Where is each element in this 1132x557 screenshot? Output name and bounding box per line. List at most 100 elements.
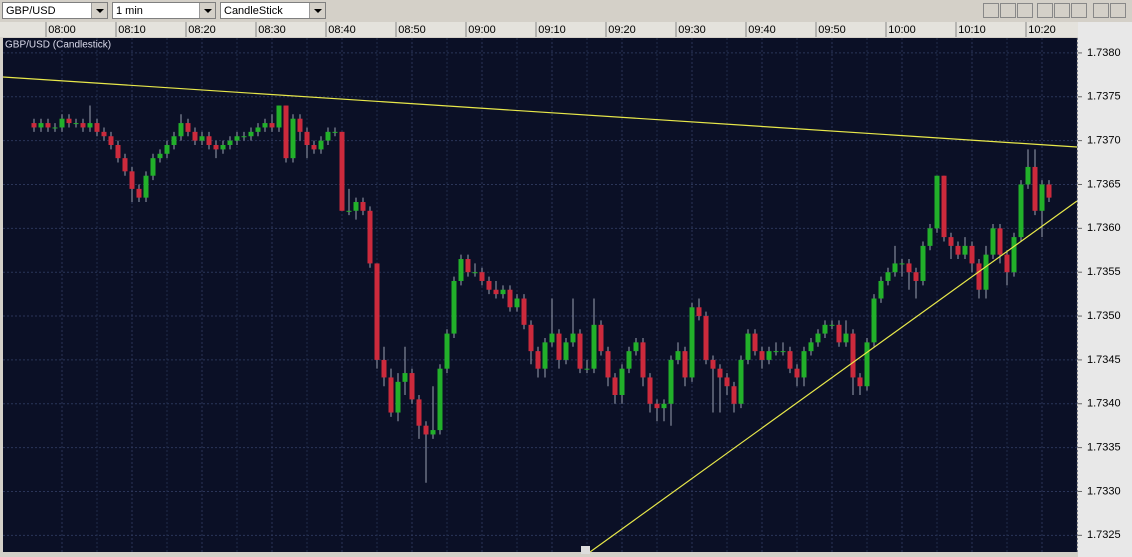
tool-button[interactable] [1054, 3, 1070, 18]
candle-body [815, 333, 821, 343]
candle-body [969, 245, 975, 264]
candle-body [591, 324, 597, 369]
candle-body [199, 136, 205, 141]
candle-body [1018, 184, 1024, 238]
dropdown-arrow[interactable] [199, 3, 215, 18]
interval-select[interactable]: 1 min [112, 2, 216, 19]
candle-body [997, 228, 1003, 255]
candle-body [717, 368, 723, 378]
candle-body [864, 342, 870, 387]
tool-button[interactable] [1037, 3, 1053, 18]
candle-body [612, 377, 618, 395]
y-tick-label: 1.7375 [1087, 91, 1121, 103]
dropdown-arrow[interactable] [309, 3, 325, 18]
candle-body [325, 131, 331, 141]
candle-body [220, 145, 226, 150]
tool-button[interactable] [1110, 3, 1126, 18]
candle-body [801, 351, 807, 378]
candle-body [682, 351, 688, 378]
candle-body [892, 263, 898, 273]
tool-button[interactable] [1071, 3, 1087, 18]
candle-body [584, 368, 590, 370]
tool-button[interactable] [1000, 3, 1016, 18]
trend-line [589, 200, 1077, 552]
candle-body [605, 351, 611, 378]
x-tick-label: 09:30 [678, 24, 706, 36]
candle-body [829, 324, 835, 326]
candle-body [59, 118, 65, 128]
candle-body [304, 131, 310, 146]
style-text: CandleStick [224, 5, 283, 17]
y-tick-label: 1.7365 [1087, 178, 1121, 190]
x-tick-label: 08:40 [328, 24, 356, 36]
candle-body [563, 342, 569, 360]
candle-body [171, 136, 177, 146]
y-tick-label: 1.7330 [1087, 485, 1121, 497]
candle-body [262, 123, 268, 128]
candle-body [1032, 166, 1038, 211]
candle-body [647, 377, 653, 404]
candle-body [500, 289, 506, 295]
candle-body [899, 263, 905, 265]
candle-body [696, 307, 702, 317]
candle-body [122, 158, 128, 172]
y-tick-label: 1.7345 [1087, 354, 1121, 366]
candle-body [542, 342, 548, 369]
tool-button[interactable] [1017, 3, 1033, 18]
candle-body [962, 245, 968, 255]
x-tick-label: 08:20 [188, 24, 216, 36]
candle-body [94, 123, 100, 132]
candle-body [521, 298, 527, 325]
candle-body [38, 123, 44, 128]
dropdown-arrow[interactable] [91, 3, 107, 18]
candle-body [1025, 166, 1031, 185]
candle-body [227, 140, 233, 146]
candle-body [108, 136, 114, 146]
candle-body [1004, 254, 1010, 273]
candle-body [822, 324, 828, 334]
candle-body [472, 272, 478, 274]
candle-body [31, 123, 37, 128]
candle-body [619, 368, 625, 395]
candle-body [640, 342, 646, 378]
candle-body [689, 307, 695, 378]
candle-body [444, 333, 450, 369]
symbol-select[interactable]: GBP/USD [2, 2, 108, 19]
trend-line [3, 76, 1077, 148]
y-tick-label: 1.7335 [1087, 442, 1121, 454]
candle-body [269, 123, 275, 128]
candle-body [780, 351, 786, 353]
style-select[interactable]: CandleStick [220, 2, 326, 19]
candle-body [416, 399, 422, 426]
tool-button[interactable] [1093, 3, 1109, 18]
candle-body [465, 259, 471, 273]
candle-body [206, 136, 212, 146]
candle-body [703, 316, 709, 360]
candle-body [857, 377, 863, 387]
candle-body [773, 351, 779, 353]
candle-body [871, 298, 877, 343]
candle-body [143, 175, 149, 198]
tool-button[interactable] [983, 3, 999, 18]
candle-body [339, 131, 345, 211]
candle-body [633, 342, 639, 352]
candle-body [738, 359, 744, 404]
candle-body [423, 425, 429, 435]
candle-body [787, 351, 793, 369]
x-tick-label: 08:00 [48, 24, 76, 36]
candle-body [626, 351, 632, 369]
candle-body [1011, 237, 1017, 273]
y-tick-label: 1.7340 [1087, 398, 1121, 410]
candle-body [353, 202, 359, 211]
x-tick-label: 08:30 [258, 24, 286, 36]
candle-body [493, 289, 499, 295]
symbol-text: GBP/USD [6, 5, 56, 17]
price-axis-bar [1078, 22, 1132, 557]
candle-body [878, 280, 884, 299]
candle-body [87, 123, 93, 128]
x-tick-label: 09:10 [538, 24, 566, 36]
candle-body [514, 298, 520, 308]
candle-body [913, 272, 919, 281]
candle-body [52, 127, 58, 129]
chart-title: GBP/USD (Candlestick) [5, 40, 111, 51]
